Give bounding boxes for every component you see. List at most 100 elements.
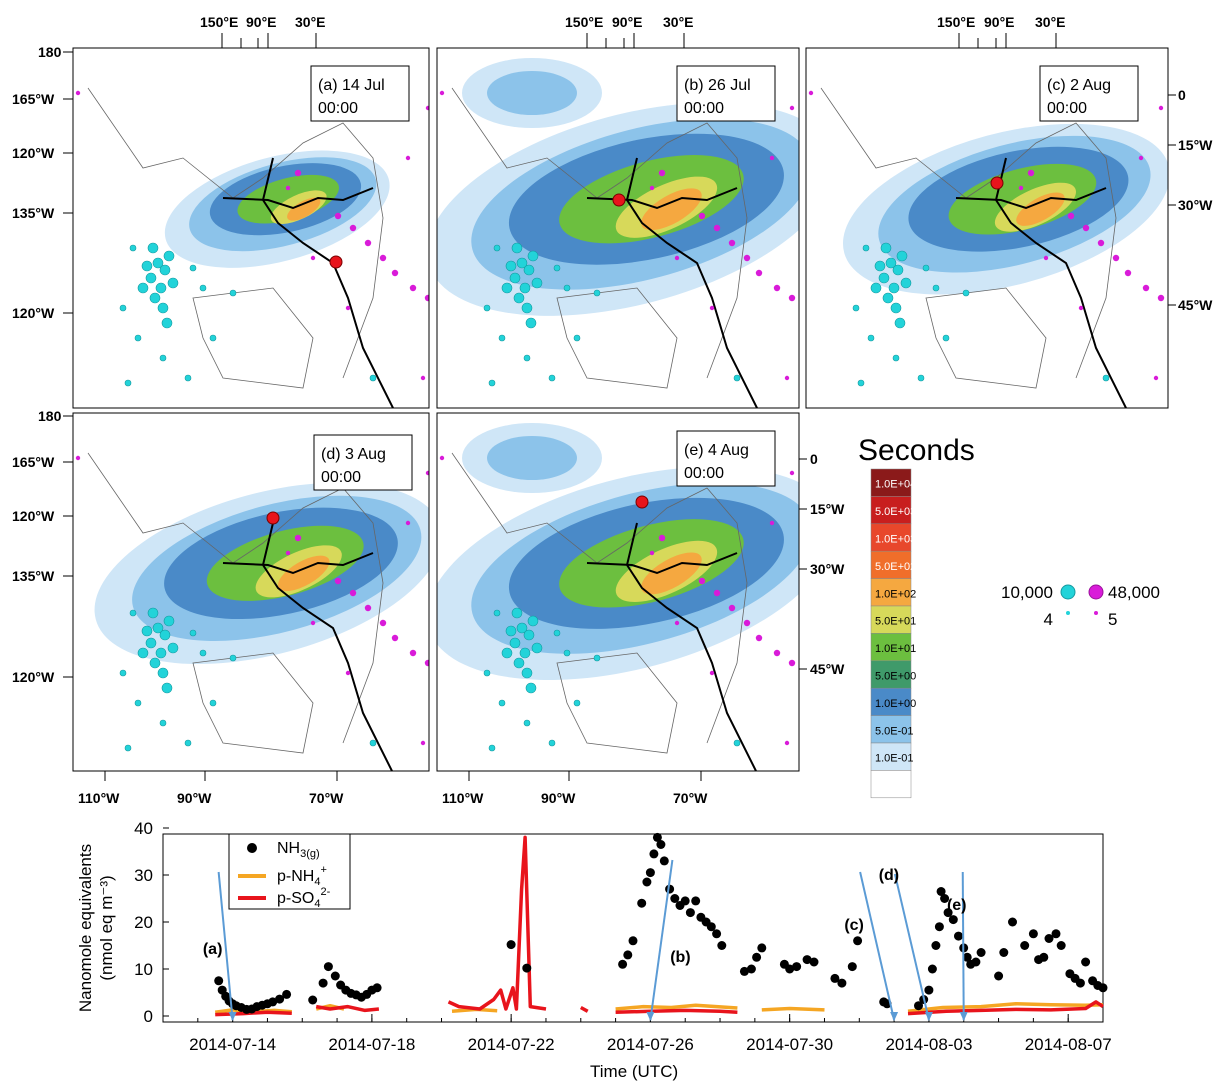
colorbar-level-label: 1.0E+02 (875, 588, 916, 600)
cyan-source-marker (493, 244, 501, 252)
y-tick-label: 20 (134, 913, 153, 932)
nh3-point (757, 943, 767, 953)
magenta-source-marker (743, 619, 751, 627)
magenta-source-marker (1097, 239, 1105, 247)
annotation-arrow (649, 859, 674, 1021)
nh3-point (914, 1001, 923, 1011)
cyan-source-marker (516, 622, 528, 634)
annotation-arrowhead (228, 1012, 237, 1021)
panel-label-time: 00:00 (321, 469, 361, 486)
magenta-source-marker (773, 649, 781, 657)
panel-label-date: (a) 14 Jul (318, 77, 385, 94)
coastline (451, 87, 748, 389)
x-axis: 2014-07-14 2014-07-18 2014-07-22 2014-07-26… (189, 1014, 1112, 1054)
cyan-source-marker (509, 272, 521, 284)
magenta-source-marker (769, 155, 775, 161)
top-lon-label: 90°E (612, 14, 643, 30)
magenta-source-marker (409, 649, 417, 657)
cyan-source-marker (593, 289, 601, 297)
cyan-source-marker (134, 334, 142, 342)
cyan-source-marker (922, 264, 930, 272)
cyan-source-marker (141, 625, 153, 637)
cyan-source-marker (488, 379, 496, 387)
nh3-point (330, 971, 340, 981)
nh3-point (618, 959, 628, 969)
ship-position-marker (329, 255, 343, 269)
panel-label-date: (e) 4 Aug (684, 442, 749, 459)
magenta-source-marker (285, 185, 291, 191)
nh3-point (691, 896, 701, 906)
nh3-point (1008, 917, 1017, 927)
coastline (87, 452, 384, 754)
cyan-source-marker (900, 277, 912, 289)
nh3-point (802, 955, 812, 965)
lat-label: 30°W (810, 561, 845, 577)
nh3-point (927, 964, 937, 974)
colorbar-level-label: 5.0E+02 (875, 561, 916, 573)
bottom-lon-labels: 110°W 90°W 70°W 110°W 90°W 70°W (78, 790, 708, 806)
magenta-source-marker (769, 520, 775, 526)
cyan-source-marker (167, 277, 179, 289)
nh3-point (656, 840, 666, 849)
map-panel (437, 413, 799, 771)
magenta-source-marker (743, 254, 751, 262)
lon-label: 90°W (177, 790, 212, 806)
magenta-marker-large (1088, 584, 1104, 600)
magenta-source-marker (405, 520, 411, 526)
cyan-source-marker (149, 292, 161, 304)
right-lat-labels: 0 15°W 30°W 45°W 0 15°W 30°W 45°W (810, 87, 1213, 677)
magenta-source-marker (658, 169, 666, 177)
magenta-source-marker (310, 620, 316, 626)
colorbar-level-label: 1.0E+04 (875, 479, 916, 491)
annotation-arrowhead (959, 1012, 968, 1021)
cyan-source-marker (161, 317, 173, 329)
x-tick-label: 2014-08-03 (885, 1035, 972, 1054)
cyan-source-marker (369, 739, 377, 747)
nh3-point (659, 856, 669, 866)
cyan-source-marker (523, 629, 535, 641)
map-panel (437, 48, 799, 408)
cyan-source-marker (184, 739, 192, 747)
annotation-arrow (893, 873, 930, 1021)
cyan-source-marker (892, 264, 904, 276)
magenta-source-marker (364, 604, 372, 612)
cyan-source-marker (124, 744, 132, 752)
cyan-source-marker (163, 615, 175, 627)
colorbar-swatch (870, 578, 912, 607)
cyan-source-marker (880, 242, 892, 254)
panel-label: (c) 2 Aug 00:00 (1039, 65, 1139, 122)
nh3-point (999, 948, 1009, 957)
magenta-source-marker (713, 589, 721, 597)
cyan-source-marker (878, 272, 890, 284)
nh3-point (706, 922, 716, 932)
size-legend: 10,000 48,000 4 5 (1001, 583, 1160, 629)
cyan-source-marker (157, 667, 169, 679)
nh3-point (785, 964, 795, 974)
timeseries-chart: 0 10 20 30 40 2014-07-14 2014-07-18 2014-07-22… (76, 819, 1112, 1081)
cyan-source-marker (152, 257, 164, 269)
cyan-source-marker (521, 302, 533, 314)
nh3-point (680, 896, 690, 906)
magenta-source-marker (310, 255, 316, 261)
nh3-point (940, 894, 950, 903)
nh3-point (282, 989, 292, 999)
chart-legend: NH3(g) p-NH4+ p-SO42- (228, 833, 351, 910)
cyan-source-marker (867, 334, 875, 342)
top-lon-label: 30°E (295, 14, 326, 30)
magenta-source-marker (789, 105, 795, 111)
magenta-source-marker (1112, 254, 1120, 262)
nh3-point (649, 849, 659, 859)
cyan-source-marker (523, 719, 531, 727)
so4-line (215, 1010, 292, 1017)
top-tick-marks (221, 33, 1057, 48)
lat-label: 120°W (12, 669, 55, 685)
coastline (87, 87, 384, 389)
nh3-point (652, 832, 662, 842)
nh3-point (308, 995, 318, 1005)
coastline (820, 87, 1117, 389)
colorbar-swatch (870, 660, 912, 689)
nh3-point (934, 922, 944, 932)
magenta-source-marker (698, 577, 706, 585)
plume-layer (487, 71, 577, 115)
magenta-source-marker (364, 239, 372, 247)
